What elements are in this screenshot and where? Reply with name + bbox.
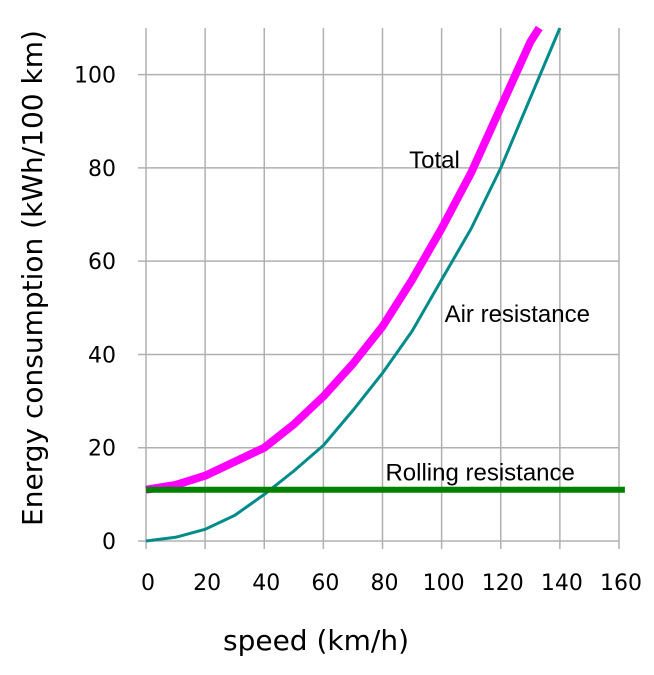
x-tick-label: 140 <box>541 571 583 596</box>
x-tick-label: 100 <box>423 571 465 596</box>
series-layer <box>145 25 625 543</box>
y-tick-label: 60 <box>88 250 116 275</box>
annotations: Total Air resistance Rolling resistance <box>385 147 590 486</box>
x-tick-label: 20 <box>193 571 221 596</box>
x-tick-labels: 0 20 40 60 80 100 120 140 160 <box>141 571 642 596</box>
y-tick-label: 40 <box>88 343 116 368</box>
x-tick-label: 60 <box>311 571 339 596</box>
y-tick-label: 100 <box>74 64 116 89</box>
annotation-label: Total <box>409 147 460 174</box>
annotation-label: Air resistance <box>445 301 590 328</box>
y-tick-labels: 0 20 40 60 80 100 <box>74 64 116 555</box>
x-tick-label: 120 <box>482 571 524 596</box>
x-tick-label: 80 <box>371 571 399 596</box>
x-tick-label: 40 <box>252 571 280 596</box>
y-tick-label: 20 <box>88 437 116 462</box>
x-axis-title: speed (km/h) <box>223 624 409 657</box>
y-tick-label: 0 <box>102 530 116 555</box>
series-line-total <box>145 25 543 494</box>
y-tick-label: 80 <box>88 157 116 182</box>
series-line-air-resistance <box>145 27 562 543</box>
x-tick-label: 160 <box>600 571 642 596</box>
y-axis-title: Energy consumption (kWh/100 km) <box>16 30 49 526</box>
annotation-label: Rolling resistance <box>385 459 574 486</box>
x-tick-label: 0 <box>141 571 155 596</box>
